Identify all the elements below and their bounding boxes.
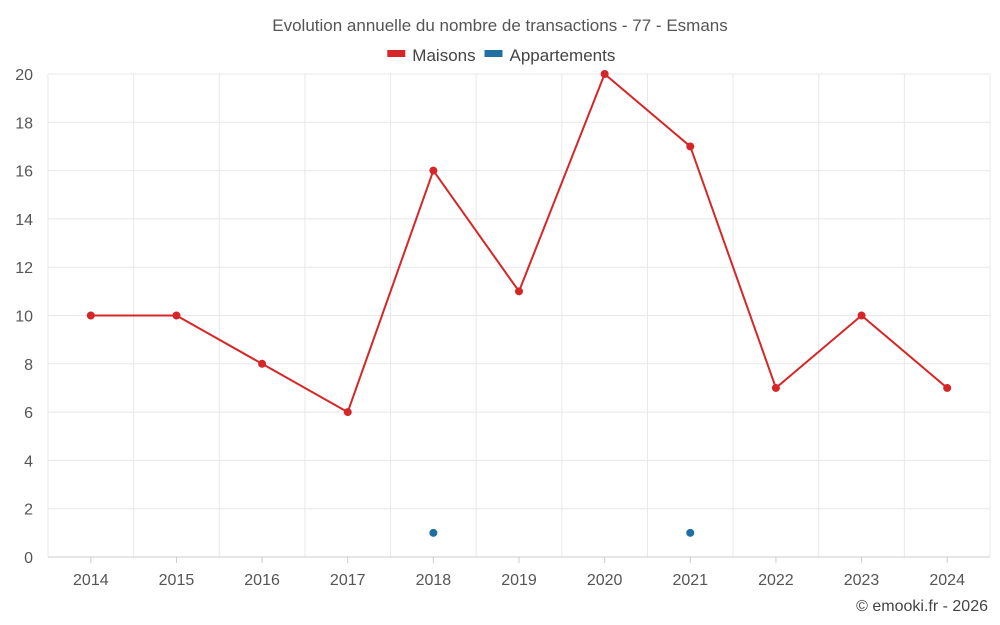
x-tick-label: 2016: [244, 572, 280, 589]
data-point-maisons: [343, 408, 352, 417]
y-tick-label: 6: [24, 405, 33, 422]
x-tick-label: 2015: [159, 572, 195, 589]
x-tick-label: 2022: [758, 572, 794, 589]
data-point-maisons: [600, 70, 609, 78]
y-tick-label: 18: [15, 115, 33, 132]
axes: 0 2 4 6 8 10 12 14 16 18 20 2014 2015 2016 2017 2018 201…: [15, 67, 990, 589]
chart-title: Evolution annuelle du nombre de transact…: [272, 16, 727, 35]
y-tick-label: 12: [15, 260, 33, 277]
x-tick-label: 2024: [929, 572, 965, 589]
x-tick-label: 2023: [844, 572, 880, 589]
grid: [47, 73, 991, 558]
y-tick-label: 20: [15, 67, 33, 84]
y-tick-label: 16: [15, 164, 33, 181]
x-tick-label: 2020: [587, 572, 623, 589]
y-tick-label: 10: [15, 309, 33, 326]
data-point-maisons: [857, 311, 866, 320]
y-tick-label: 8: [24, 357, 33, 374]
x-tick-label: 2018: [416, 572, 452, 589]
data-point-maisons: [86, 311, 95, 320]
data-point-maisons: [943, 383, 952, 392]
data-point-appartements: [429, 528, 438, 537]
data-point-maisons: [771, 383, 780, 392]
data-point-maisons: [686, 142, 695, 151]
series-layer: [86, 70, 952, 537]
x-tick-label: 2021: [672, 572, 708, 589]
x-tick-label: 2014: [73, 572, 109, 589]
x-tick-label: 2017: [330, 572, 366, 589]
data-point-maisons: [172, 311, 181, 320]
legend-label-appartements: Appartements: [510, 46, 616, 65]
legend: Maisons Appartements: [387, 46, 615, 65]
legend-label-maisons: Maisons: [412, 46, 475, 65]
data-point-maisons: [258, 359, 267, 368]
data-point-appartements: [686, 528, 695, 537]
data-point-maisons: [515, 287, 523, 296]
data-point-maisons: [429, 166, 438, 175]
y-tick-label: 0: [24, 550, 33, 567]
y-tick-label: 4: [24, 453, 33, 470]
legend-swatch-appartements: [484, 50, 503, 57]
y-tick-label: 14: [15, 212, 33, 229]
credit-text: © emooki.fr - 2026: [856, 598, 988, 615]
legend-swatch-maisons: [387, 50, 406, 57]
x-tick-label: 2019: [501, 572, 537, 589]
y-tick-label: 2: [24, 502, 33, 519]
